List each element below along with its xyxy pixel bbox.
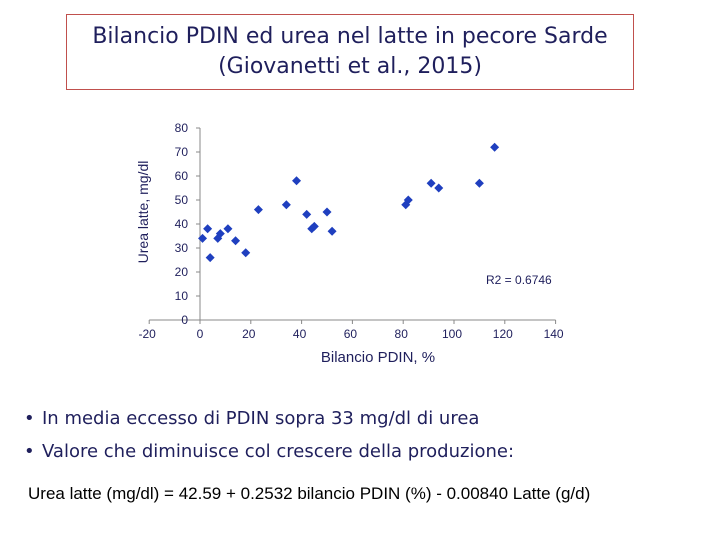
y-tick-label: 60: [175, 169, 189, 183]
bullet-list: • In media eccesso di PDIN sopra 33 mg/d…: [24, 408, 514, 474]
y-tick-label: 80: [175, 121, 189, 135]
data-point: [292, 176, 302, 186]
y-tick-label: 0: [181, 313, 188, 327]
chart-axes: [148, 127, 557, 324]
x-tick-label: -20: [139, 327, 157, 341]
x-tick-label: 0: [197, 327, 204, 341]
x-tick-label: 120: [493, 327, 513, 341]
r-squared-annotation: R2 = 0.6746: [486, 273, 552, 287]
data-point: [434, 183, 444, 193]
x-tick-label: 20: [242, 327, 256, 341]
regression-formula: Urea latte (mg/dl) = 42.59 + 0.2532 bila…: [28, 484, 591, 503]
data-point: [241, 248, 251, 258]
y-tick-labels: 0 10 20 30 40 50 60 70 80: [175, 121, 189, 327]
data-point: [223, 224, 233, 234]
data-point: [253, 205, 263, 215]
x-tick-labels: -20 0 20 40 60 80 100 120 140: [139, 327, 564, 341]
bullet-text: Valore che diminuisce col crescere della…: [42, 441, 515, 462]
x-axis-label: Bilancio PDIN, %: [321, 349, 435, 366]
data-points: [198, 142, 500, 263]
bullet-item: • In media eccesso di PDIN sopra 33 mg/d…: [24, 408, 514, 429]
data-point: [231, 236, 241, 246]
data-point: [198, 233, 208, 243]
bullet-dot-icon: •: [24, 441, 35, 462]
y-tick-label: 50: [175, 193, 189, 207]
chart-title: Bilancio PDIN ed urea nel latte in pecor…: [92, 24, 608, 49]
data-point: [281, 200, 291, 210]
x-tick-label: 80: [395, 327, 409, 341]
y-tick-label: 30: [175, 241, 189, 255]
chart-subtitle: (Giovanetti et al., 2015): [218, 54, 482, 79]
y-axis-label: Urea latte, mg/dl: [135, 161, 151, 264]
data-point: [309, 221, 319, 231]
y-tick-label: 40: [175, 217, 189, 231]
x-tick-label: 140: [544, 327, 564, 341]
data-point: [205, 253, 215, 263]
data-point: [426, 178, 436, 188]
data-point: [203, 224, 213, 234]
x-tick-label: 60: [344, 327, 358, 341]
y-tick-label: 70: [175, 145, 189, 159]
y-tick-label: 20: [175, 265, 189, 279]
y-tick-label: 10: [175, 289, 189, 303]
bullet-item: • Valore che diminuisce col crescere del…: [24, 441, 514, 462]
data-point: [215, 229, 225, 239]
data-point: [474, 178, 484, 188]
x-tick-label: 100: [442, 327, 462, 341]
data-point: [302, 209, 312, 219]
bullet-dot-icon: •: [24, 408, 35, 429]
data-point: [327, 226, 337, 236]
title-box: Bilancio PDIN ed urea nel latte in pecor…: [66, 14, 634, 90]
x-tick-label: 40: [293, 327, 307, 341]
bullet-text: In media eccesso di PDIN sopra 33 mg/dl …: [42, 408, 480, 429]
data-point: [490, 142, 500, 152]
data-point: [403, 195, 413, 205]
data-point: [322, 207, 332, 217]
